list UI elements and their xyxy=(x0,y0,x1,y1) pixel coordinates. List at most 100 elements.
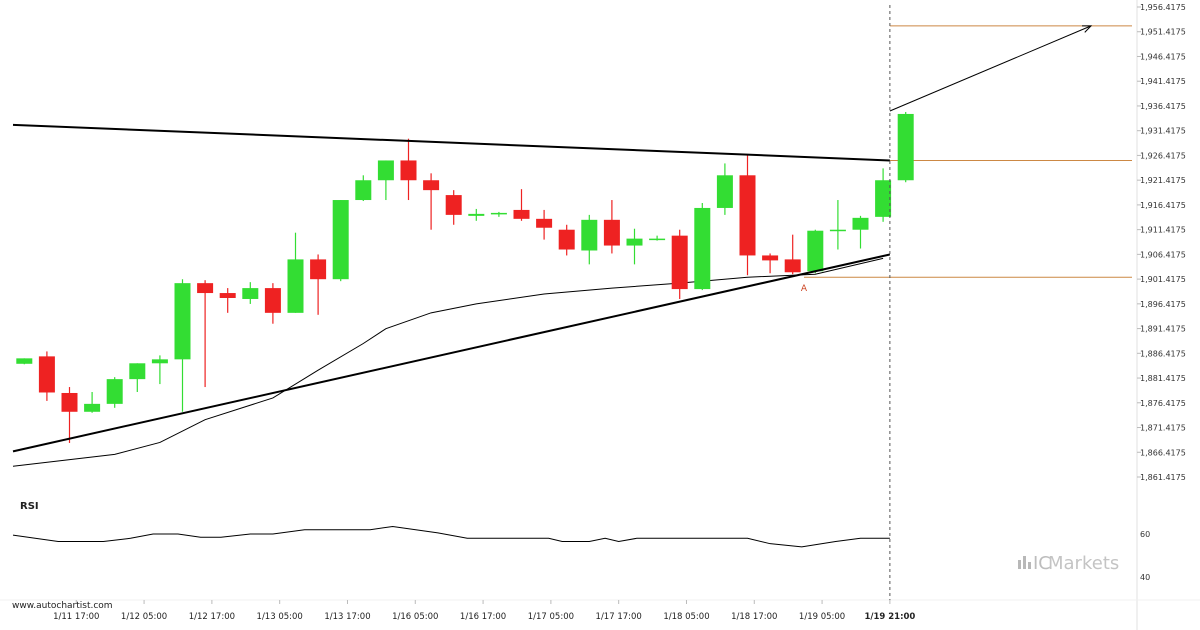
candle-up xyxy=(626,228,643,265)
candle-body xyxy=(490,212,507,215)
candle-body xyxy=(219,293,236,298)
brand-logo: IC Markets xyxy=(1018,553,1119,574)
candle-up xyxy=(468,208,485,221)
candle-down xyxy=(603,200,620,254)
candle-body xyxy=(626,238,643,246)
candle-body xyxy=(84,403,101,412)
rsi-label: RSI xyxy=(20,501,39,512)
x-tick-label: 1/12 05:00 xyxy=(121,612,167,622)
candle-body xyxy=(603,219,620,246)
candle-body xyxy=(16,358,33,364)
candle-down xyxy=(513,189,530,221)
candle-body xyxy=(762,255,779,261)
x-tick-label: 1/13 05:00 xyxy=(257,612,303,622)
candle-down xyxy=(219,288,236,313)
y-tick-label: 1,881.4175 xyxy=(1140,374,1186,383)
candle-up xyxy=(174,279,191,412)
candle-down xyxy=(739,155,756,276)
brand-suffix: Markets xyxy=(1048,553,1119,574)
candle-up xyxy=(852,215,869,249)
rsi-tick-label: 60 xyxy=(1140,530,1150,539)
candle-body xyxy=(61,392,78,412)
candle-down xyxy=(445,190,462,225)
candle-body xyxy=(332,200,349,280)
rsi-tick-label: 40 xyxy=(1140,573,1150,582)
y-tick-label: 1,921.4175 xyxy=(1140,176,1186,185)
y-tick-label: 1,896.4175 xyxy=(1140,300,1186,309)
candle-up xyxy=(151,355,168,385)
x-tick-label: 1/16 05:00 xyxy=(392,612,438,622)
y-tick-label: 1,861.4175 xyxy=(1140,473,1186,482)
candle-body xyxy=(423,180,440,191)
y-tick-label: 1,941.4175 xyxy=(1140,77,1186,86)
candle-body xyxy=(581,219,598,251)
x-tick-label: 1/16 17:00 xyxy=(460,612,506,622)
candle-up xyxy=(490,211,507,217)
candle-body xyxy=(38,356,55,393)
candle-body xyxy=(739,175,756,256)
candle-up xyxy=(875,168,892,222)
support-line xyxy=(12,253,891,453)
candle-body xyxy=(513,209,530,219)
watermark: www.autochartist.com xyxy=(12,601,113,611)
candle-body xyxy=(468,213,485,216)
candle-up xyxy=(649,235,666,241)
projection-arrow-line xyxy=(889,25,1092,112)
candle-body xyxy=(852,217,869,230)
candle-body xyxy=(445,195,462,215)
candle-body xyxy=(897,113,914,181)
candle-up xyxy=(242,282,259,304)
candle-down xyxy=(762,253,779,274)
candle-up xyxy=(581,214,598,265)
candle-up xyxy=(716,163,733,215)
candle-up xyxy=(377,160,394,201)
candle-body xyxy=(242,288,259,299)
candles xyxy=(16,111,914,443)
y-tick-label: 1,906.4175 xyxy=(1140,250,1186,259)
y-tick-label: 1,886.4175 xyxy=(1140,349,1186,358)
candle-body xyxy=(287,259,304,313)
resistance-line xyxy=(12,123,890,162)
candle-body xyxy=(716,175,733,208)
candle-up xyxy=(16,358,33,365)
y-tick-label: 1,911.4175 xyxy=(1140,226,1186,235)
rsi-line xyxy=(12,525,890,548)
candle-body xyxy=(377,160,394,181)
levels xyxy=(804,25,1132,278)
candle-body xyxy=(400,160,417,181)
candle-body xyxy=(875,180,892,217)
y-tick-label: 1,936.4175 xyxy=(1140,102,1186,111)
candle-down xyxy=(61,387,78,443)
candle-body xyxy=(784,259,801,273)
candle-up xyxy=(129,363,146,392)
x-tick-label: 1/17 17:00 xyxy=(596,612,642,622)
candle-up xyxy=(807,229,824,274)
candle-down xyxy=(536,209,553,240)
candle-down xyxy=(310,254,327,315)
x-tick-label: 1/13 17:00 xyxy=(324,612,370,622)
candle-up xyxy=(332,200,349,282)
candle-down xyxy=(264,283,281,324)
trendlines: A xyxy=(12,25,1093,453)
brand-prefix: IC xyxy=(1033,553,1051,574)
x-tick-label: 1/12 17:00 xyxy=(189,612,235,622)
candle-down xyxy=(400,138,417,201)
candle-down xyxy=(784,234,801,275)
moving-average-line xyxy=(12,257,884,467)
candle-body xyxy=(536,218,553,228)
candle-body xyxy=(558,229,575,250)
y-tick-label: 1,901.4175 xyxy=(1140,275,1186,284)
y-tick-label: 1,956.4175 xyxy=(1140,3,1186,12)
arrow-head xyxy=(1082,25,1093,33)
candle-up xyxy=(287,232,304,313)
candle-body xyxy=(106,379,123,404)
y-tick-label: 1,871.4175 xyxy=(1140,424,1186,433)
candle-up xyxy=(694,203,711,291)
x-axis-ticks: 1/11 17:00 1/12 05:00 1/12 17:00 1/13 05:00… xyxy=(53,600,915,622)
candle-body xyxy=(355,180,372,201)
y-tick-label: 1,946.4175 xyxy=(1140,52,1186,61)
rsi-panel: RSI 60 40 xyxy=(12,501,1150,582)
